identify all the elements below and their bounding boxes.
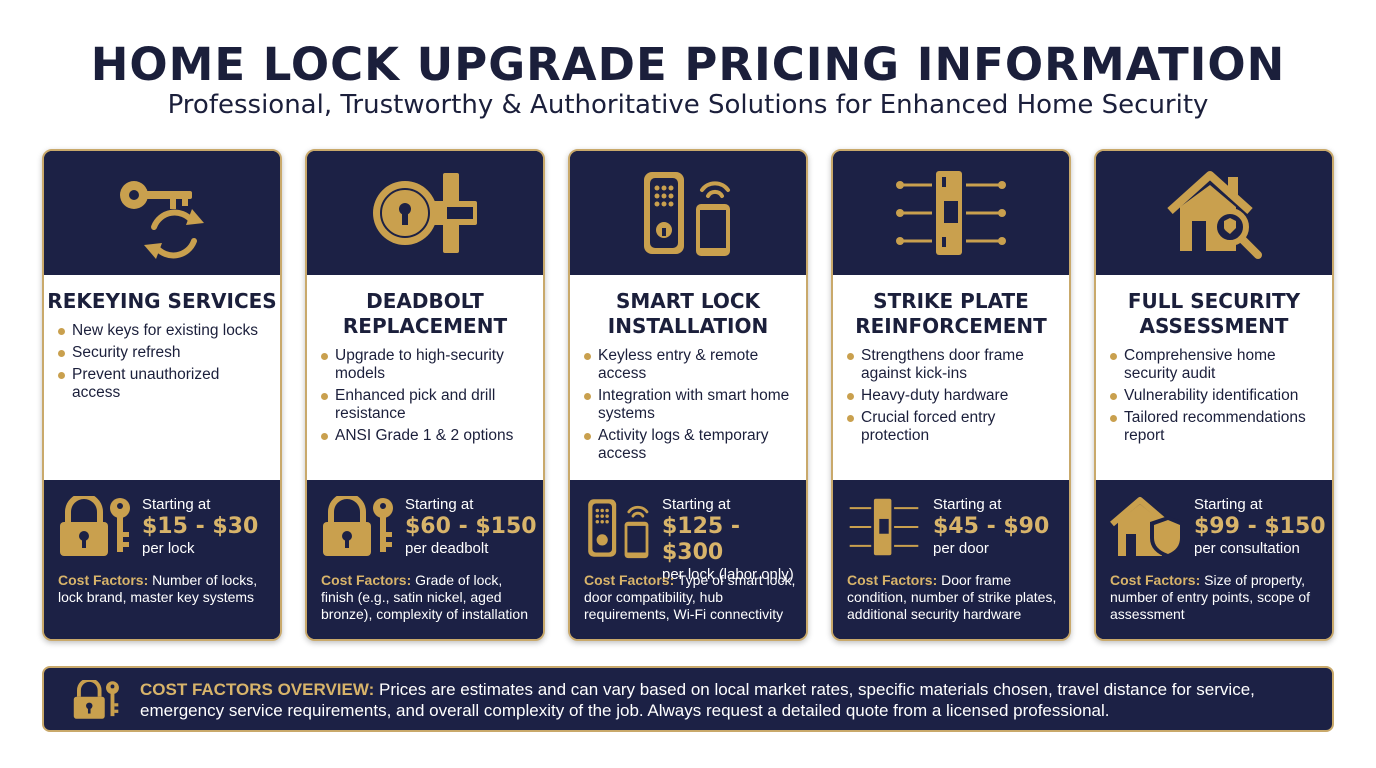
starting-label: Starting at [405,496,474,513]
list-item: Crucial forced entry protection [847,409,1057,445]
cost-factors: Cost Factors: Number of locks, lock bran… [58,572,270,606]
card-title: DEADBOLT REPLACEMENT [342,289,508,338]
price-range: $125 - $300 [662,514,741,565]
card-title: STRIKE PLATE REINFORCEMENT [855,289,1047,338]
cost-factors: Cost Factors: Door frame condition, numb… [847,572,1059,623]
list-item: Strengthens door frame against kick-ins [847,347,1057,383]
list-item: Prevent unauthorized access [58,366,268,402]
padlock-key-icon [73,680,119,719]
price-unit: per door [933,540,989,557]
feature-list: Comprehensive home security audit Vulner… [1110,347,1320,445]
cost-factors-text: Size of property, number of entry points… [1110,572,1310,622]
card-smart-lock: SMART LOCK INSTALLATION Keyless entry & … [568,149,808,641]
price-unit: per consultation [1194,540,1300,557]
list-item: Vulnerability identification [1110,387,1320,405]
price-unit: per deadbolt [405,540,489,557]
price-range: $60 - $150 [405,514,537,539]
feature-list: Strengthens door frame against kick-ins … [847,347,1057,445]
list-item: New keys for existing locks [58,322,268,340]
padlock-key-icon [323,496,393,556]
strike-plate-icon [896,171,1006,255]
card-header [44,151,280,275]
starting-label: Starting at [142,496,211,513]
starting-label: Starting at [1194,496,1263,513]
list-item: Integration with smart home systems [584,387,794,423]
cost-factors-overview: COST FACTORS OVERVIEW: Prices are estima… [42,666,1334,732]
cost-factors-label: Cost Factors: [1110,572,1201,588]
list-item: Activity logs & temporary access [584,427,794,463]
price-range: $15 - $30 [142,514,259,539]
cost-factors: Cost Factors: Size of property, number o… [1110,572,1322,623]
cost-factors-label: Cost Factors: [58,572,149,588]
house-shield-icon [1110,497,1184,558]
starting-label: Starting at [662,496,731,513]
list-item: Comprehensive home security audit [1110,347,1320,383]
cost-factors: Cost Factors: Type of smart lock, door c… [584,572,796,623]
card-header [1096,151,1332,275]
cost-factors-text: Door frame condition, number of strike p… [847,572,1057,622]
list-item: ANSI Grade 1 & 2 options [321,427,531,445]
list-item: Security refresh [58,344,268,362]
card-deadbolt: DEADBOLT REPLACEMENT Upgrade to high-sec… [305,149,545,641]
price-range: $99 - $150 [1194,514,1326,539]
cost-factors-label: Cost Factors: [847,572,938,588]
pricing-cards: REKEYING SERVICES New keys for existing … [42,149,1334,641]
page-title: HOME LOCK UPGRADE PRICING INFORMATION [90,38,1286,91]
card-header [307,151,543,275]
card-title: FULL SECURITY ASSESSMENT [1127,289,1301,338]
price-range: $45 - $90 [933,514,1050,539]
list-item: Upgrade to high-security models [321,347,531,383]
card-strike-plate: STRIKE PLATE REINFORCEMENT Strengthens d… [831,149,1071,641]
feature-list: New keys for existing locks Security ref… [58,322,268,402]
deadbolt-icon [373,173,477,253]
cost-factors-label: Cost Factors: [321,572,412,588]
card-header [570,151,806,275]
card-title: SMART LOCK INSTALLATION [607,289,769,338]
card-rekeying: REKEYING SERVICES New keys for existing … [42,149,282,641]
cost-factors-text: Type of smart lock, door compatibility, … [584,572,796,622]
list-item: Heavy-duty hardware [847,387,1057,405]
cost-factors: Cost Factors: Grade of lock, finish (e.g… [321,572,533,623]
card-security-assessment: FULL SECURITY ASSESSMENT Comprehensive h… [1094,149,1334,641]
list-item: Keyless entry & remote access [584,347,794,383]
price-unit: per lock (labor only) [662,566,794,583]
cost-factors-text: Number of locks, lock brand, master key … [58,572,258,605]
card-title: REKEYING SERVICES [47,289,277,313]
key-rotate-icon [120,181,204,259]
strike-plate-icon [849,498,919,556]
cost-factors-label: Cost Factors: [584,572,675,588]
overview-text: Prices are estimates and can vary based … [140,680,1255,720]
page-subtitle: Professional, Trustworthy & Authoritativ… [167,90,1209,120]
list-item: Tailored recommendations report [1110,409,1320,445]
smart-lock-phone-icon [644,172,730,256]
price-unit: per lock [142,540,195,557]
smart-lock-phone-icon [588,499,649,559]
starting-label: Starting at [933,496,1002,513]
feature-list: Upgrade to high-security models Enhanced… [321,347,531,445]
house-magnifier-icon [1167,171,1262,259]
feature-list: Keyless entry & remote access Integratio… [584,347,794,463]
list-item: Enhanced pick and drill resistance [321,387,531,423]
card-header [833,151,1069,275]
overview-label: COST FACTORS OVERVIEW: [140,680,375,699]
cost-factors-text: Grade of lock, finish (e.g., satin nicke… [321,572,528,622]
padlock-key-icon [60,496,130,556]
